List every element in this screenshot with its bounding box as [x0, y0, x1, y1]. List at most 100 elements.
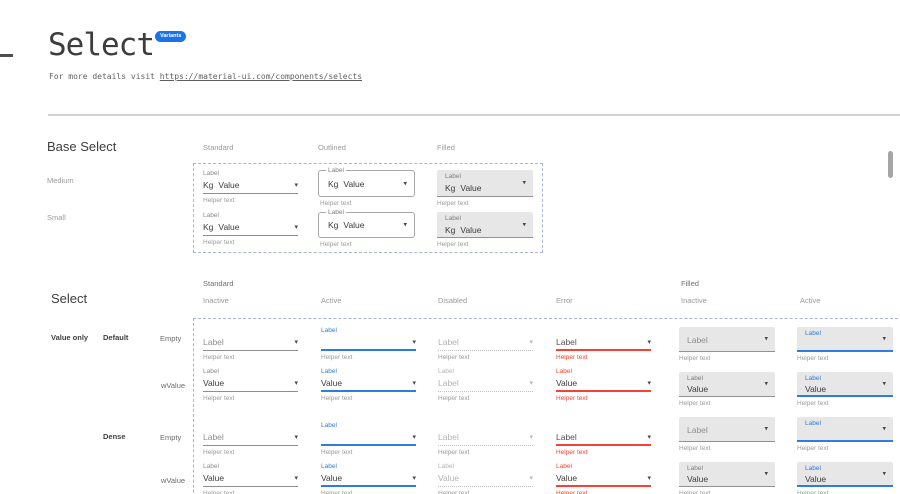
vertical-scrollbar[interactable] [888, 151, 893, 178]
dropdown-arrow-icon: ▾ [647, 433, 651, 441]
column-header-outlined: Outlined [318, 143, 346, 152]
select-standard-inactive-empty[interactable]: Label ▾ Helper text [203, 325, 298, 361]
select-value: Value [805, 474, 827, 484]
select-standard-error-wvalue[interactable]: Label Value ▾ Helper text [556, 366, 651, 402]
select-underline [438, 445, 533, 446]
base-select-standard-small[interactable]: Label Kg Value ▾ Helper text [203, 210, 298, 246]
dropdown-arrow-icon: ▾ [294, 433, 298, 441]
select-standard-active-wvalue[interactable]: Label Value ▾ Helper text [321, 366, 416, 402]
dropdown-arrow-icon: ▾ [294, 338, 298, 346]
helper-text: Helper text [320, 241, 352, 248]
base-select-frame [193, 163, 543, 253]
helper-text: Helper text [438, 395, 470, 402]
dropdown-arrow-icon: ▾ [403, 221, 407, 229]
helper-text: Helper text [320, 200, 352, 207]
dropdown-arrow-icon: ▾ [764, 425, 768, 433]
select-dense-standard-inactive-empty[interactable]: Label ▾ Helper text [203, 420, 298, 456]
helper-text: Helper text [797, 445, 829, 452]
select-underline [203, 235, 298, 236]
helper-text: Helper text [679, 400, 711, 407]
select-underline [203, 193, 298, 194]
outlined-box: Label Kg Value ▾ [318, 209, 415, 238]
select-value: Value [687, 474, 709, 484]
helper-text: Helper text [437, 241, 469, 248]
select-placeholder: Label [438, 432, 459, 442]
filled-box: Label Value ▾ [797, 372, 893, 397]
select-placeholder: Label [438, 337, 459, 347]
helper-text: Helper text [438, 490, 470, 494]
select-underline [556, 390, 651, 392]
select-filled-active-empty[interactable]: Label ▾ Helper text [797, 327, 893, 362]
select-dense-standard-error-empty[interactable]: Label ▾ Helper text [556, 420, 651, 456]
select-dense-standard-active-empty[interactable]: Label ▾ Helper text [321, 420, 416, 456]
dropdown-arrow-icon: ▾ [412, 433, 416, 441]
docs-link[interactable]: https://material-ui.com/components/selec… [159, 72, 363, 81]
base-select-filled-medium[interactable]: Label Kg Value ▾ Helper text [437, 170, 533, 207]
select-label: Label [445, 215, 461, 222]
select-dense-standard-active-wvalue[interactable]: Label Value ▾ Helper text [321, 461, 416, 494]
helper-text: Helper text [438, 354, 470, 361]
base-select-heading: Base Select [47, 139, 117, 154]
dropdown-arrow-icon: ▾ [522, 221, 526, 228]
select-standard-error-empty[interactable]: Label ▾ Helper text [556, 325, 651, 361]
select-label: Label [805, 375, 821, 382]
select-dense-standard-error-wvalue[interactable]: Label Value ▾ Helper text [556, 461, 651, 494]
outlined-box: Label Kg Value ▾ [318, 167, 415, 197]
column-header-filled-active: Active [800, 296, 821, 305]
helper-text: Helper text [203, 490, 235, 494]
base-select-outlined-medium[interactable]: Label Kg Value ▾ Helper text [318, 167, 415, 207]
helper-text: Helper text [438, 449, 470, 456]
column-header-std-error: Error [556, 296, 573, 305]
group-header-filled: Filled [681, 279, 699, 288]
helper-text: Helper text [203, 239, 235, 246]
select-underline [438, 486, 533, 487]
helper-text: Helper text [797, 490, 829, 494]
select-filled-inactive-empty[interactable]: Label ▾ Helper text [679, 327, 775, 362]
select-dense-filled-inactive-empty[interactable]: Label ▾ Helper text [679, 417, 775, 452]
select-filled-inactive-wvalue[interactable]: Label Value ▾ Helper text [679, 372, 775, 407]
helper-text: Helper text [203, 354, 235, 361]
select-value: Kg Value [328, 220, 365, 230]
column-header-std-disabled: Disabled [438, 296, 468, 305]
helper-text: Helper text [321, 395, 353, 402]
helper-text: Helper text [203, 197, 235, 204]
select-label: Label [203, 368, 219, 375]
select-label: Label [203, 463, 219, 470]
filled-box: Label Value ▾ [679, 372, 775, 397]
base-select-filled-small[interactable]: Label Kg Value ▾ Helper text [437, 212, 533, 248]
dropdown-arrow-icon: ▾ [882, 380, 886, 387]
select-underline [321, 390, 416, 392]
base-select-outlined-small[interactable]: Label Kg Value ▾ Helper text [318, 209, 415, 248]
select-dense-filled-active-wvalue[interactable]: Label Value ▾ Helper text [797, 462, 893, 494]
select-standard-active-empty[interactable]: Label ▾ Helper text [321, 325, 416, 361]
select-underline [321, 444, 416, 446]
row-group-default: Default [103, 333, 129, 342]
select-value: Kg Value [445, 225, 482, 235]
dropdown-arrow-icon: ▾ [647, 338, 651, 346]
select-label: Label [805, 465, 821, 472]
select-standard-inactive-wvalue[interactable]: Label Value ▾ Helper text [203, 366, 298, 402]
select-label: Label [687, 375, 703, 382]
select-label: Label [326, 209, 346, 216]
select-dense-filled-active-empty[interactable]: Label ▾ Helper text [797, 417, 893, 452]
select-underline [438, 350, 533, 351]
select-label: Label [556, 463, 572, 470]
row-header-small: Small [47, 213, 66, 222]
select-placeholder: Label [203, 337, 224, 347]
select-placeholder: Label [203, 432, 224, 442]
dropdown-arrow-icon: ▾ [529, 474, 533, 482]
filled-box: Label Kg Value ▾ [437, 170, 533, 197]
helper-text: Helper text [797, 355, 829, 362]
select-filled-active-wvalue[interactable]: Label Value ▾ Helper text [797, 372, 893, 407]
variants-badge[interactable]: Variants [155, 31, 187, 42]
column-header-std-active: Active [321, 296, 342, 305]
select-underline [203, 486, 298, 487]
select-dense-filled-inactive-wvalue[interactable]: Label Value ▾ Helper text [679, 462, 775, 494]
page-edge-mark [0, 54, 13, 57]
base-select-standard-medium[interactable]: Label Kg Value ▾ Helper text [203, 168, 298, 204]
filled-box: Label ▾ [679, 417, 775, 442]
select-dense-standard-inactive-wvalue[interactable]: Label Value ▾ Helper text [203, 461, 298, 494]
select-underline [438, 391, 533, 392]
dropdown-arrow-icon: ▾ [403, 180, 407, 187]
filled-box: Label Kg Value ▾ [437, 212, 533, 238]
